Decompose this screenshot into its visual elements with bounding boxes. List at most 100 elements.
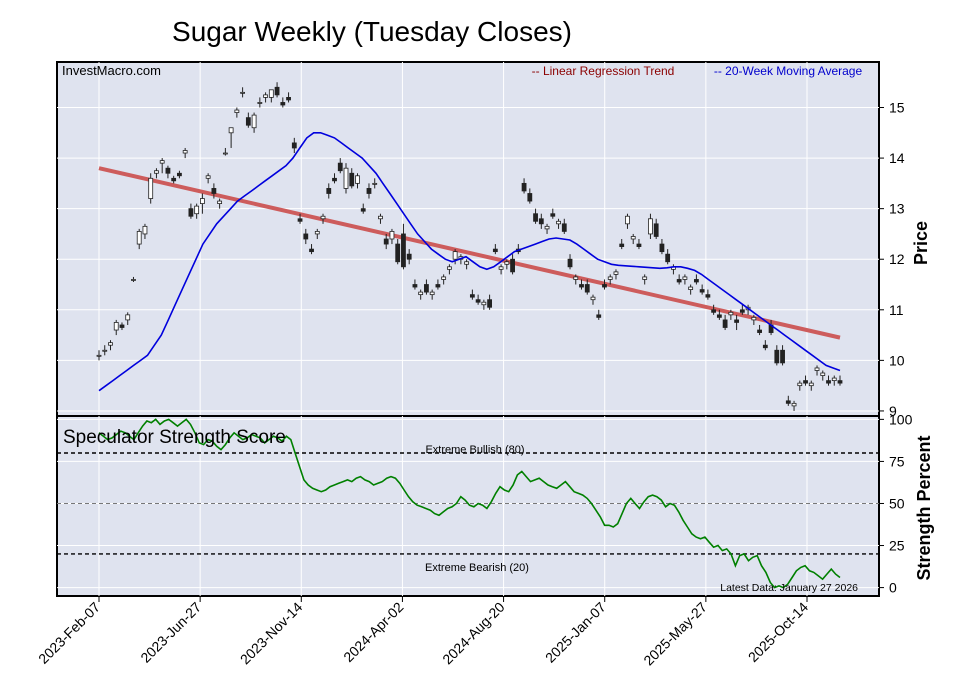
candle bbox=[165, 167, 171, 174]
price-tick-label: 15 bbox=[889, 100, 905, 116]
candle bbox=[119, 324, 125, 328]
candle bbox=[826, 380, 831, 384]
candle bbox=[257, 102, 263, 104]
candle bbox=[205, 175, 211, 179]
candle bbox=[533, 213, 538, 222]
candle bbox=[125, 314, 131, 321]
candle bbox=[188, 208, 194, 217]
candle bbox=[682, 276, 688, 280]
candle bbox=[734, 319, 740, 323]
candle bbox=[469, 294, 475, 298]
candle bbox=[504, 261, 510, 265]
candle bbox=[154, 170, 159, 174]
latest-data-annotation: Latest Data: January 27 2026 bbox=[720, 582, 858, 594]
candle bbox=[653, 223, 659, 237]
candle bbox=[642, 276, 648, 280]
candle bbox=[492, 248, 498, 253]
candle bbox=[550, 213, 556, 217]
candle bbox=[337, 162, 343, 172]
candle bbox=[665, 253, 671, 263]
candle bbox=[544, 225, 550, 230]
price-axis-label: Price bbox=[911, 221, 931, 265]
x-tick-label: 2024-Apr-02 bbox=[340, 599, 406, 665]
reference-lines bbox=[57, 452, 879, 555]
candle bbox=[199, 198, 205, 205]
candle bbox=[96, 354, 102, 357]
x-tick-label: 2025-Jan-07 bbox=[542, 599, 609, 666]
candle bbox=[538, 218, 544, 225]
candle bbox=[182, 150, 188, 154]
candle bbox=[424, 284, 429, 293]
candle bbox=[625, 215, 630, 225]
candle bbox=[797, 382, 803, 387]
candle bbox=[383, 238, 389, 245]
candle bbox=[510, 258, 515, 273]
candle bbox=[567, 258, 573, 268]
price-tick-label: 13 bbox=[889, 201, 905, 217]
strength-title: Speculator Strength Score bbox=[63, 427, 286, 448]
candle bbox=[274, 86, 280, 96]
candle bbox=[372, 182, 378, 185]
candle bbox=[297, 218, 303, 222]
candle bbox=[263, 94, 268, 98]
candle bbox=[464, 261, 470, 265]
trend-line bbox=[98, 166, 841, 340]
strength-panel bbox=[56, 415, 880, 597]
candle bbox=[699, 289, 705, 293]
candle bbox=[590, 296, 596, 301]
strength-tick-label: 0 bbox=[889, 580, 897, 596]
candle bbox=[280, 102, 286, 106]
candle bbox=[240, 91, 246, 94]
extreme-bearish-label: Extreme Bearish (20) bbox=[425, 562, 529, 574]
candle bbox=[355, 175, 360, 184]
candle bbox=[401, 233, 406, 268]
candle bbox=[613, 271, 619, 275]
candle bbox=[194, 205, 200, 215]
candle bbox=[389, 231, 395, 240]
candle bbox=[435, 284, 441, 288]
candle bbox=[446, 266, 452, 270]
candle bbox=[286, 97, 291, 101]
strength-y-ticks: 0 25 50 75 100 bbox=[879, 411, 913, 596]
ma-layer bbox=[98, 132, 841, 392]
x-tick-label: 2023-Feb-07 bbox=[35, 599, 103, 667]
candle bbox=[803, 380, 808, 384]
price-panel bbox=[56, 61, 880, 417]
candle bbox=[596, 314, 602, 318]
candle bbox=[521, 182, 527, 192]
strength-axis-label: Strength Percent bbox=[914, 435, 934, 580]
price-tick-label: 14 bbox=[889, 150, 905, 166]
candle bbox=[648, 218, 653, 235]
candle bbox=[487, 299, 493, 308]
candle bbox=[573, 276, 579, 280]
candle bbox=[762, 344, 768, 349]
candle bbox=[659, 243, 665, 253]
legend-trend: -- Linear Regression Trend bbox=[532, 64, 675, 78]
x-tick-label: 2023-Jun-27 bbox=[137, 599, 204, 666]
candle bbox=[228, 127, 234, 134]
candle bbox=[561, 223, 567, 232]
candle bbox=[619, 243, 625, 247]
candle bbox=[406, 253, 412, 260]
candle bbox=[814, 367, 820, 371]
candle bbox=[780, 349, 785, 364]
strength-tick-label: 75 bbox=[889, 453, 905, 469]
strength-line bbox=[98, 418, 841, 589]
strength-tick-label: 50 bbox=[889, 495, 905, 511]
x-axis-ticks: 2023-Feb-07 2023-Jun-27 2023-Nov-14 2024-Ap… bbox=[35, 596, 811, 668]
chart-title: Sugar Weekly (Tuesday Closes) bbox=[172, 16, 572, 47]
strength-tick-label: 25 bbox=[889, 538, 905, 554]
x-tick-label: 2025-Oct-14 bbox=[745, 599, 811, 665]
candle bbox=[791, 402, 797, 407]
candle bbox=[234, 109, 240, 113]
candle bbox=[498, 266, 504, 270]
price-tick-label: 11 bbox=[889, 302, 904, 318]
legend-ma: -- 20-Week Moving Average bbox=[714, 64, 863, 78]
strength-tick-label: 100 bbox=[889, 411, 913, 427]
candle bbox=[556, 220, 561, 225]
candle bbox=[159, 160, 165, 164]
candle bbox=[332, 177, 337, 182]
x-tick-label: 2023-Nov-14 bbox=[237, 599, 306, 668]
candle bbox=[211, 188, 217, 194]
candle bbox=[785, 400, 791, 404]
